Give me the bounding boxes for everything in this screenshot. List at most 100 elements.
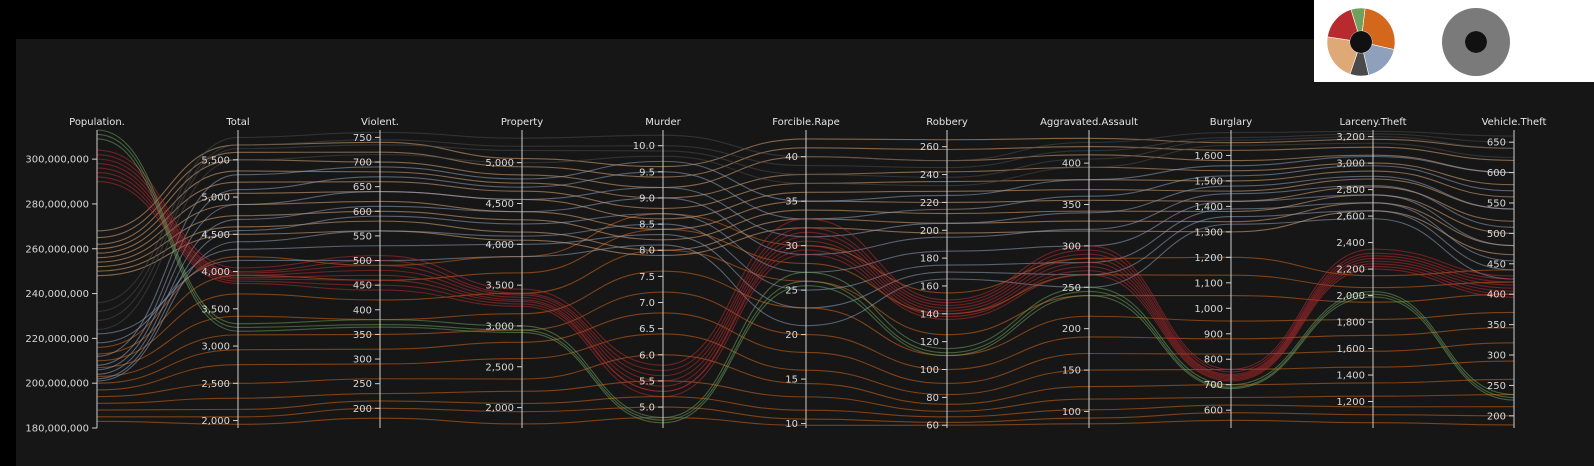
tick-label: 25 [785, 286, 798, 297]
axis-9[interactable]: Larceny.Theft 1,200 1,400 1,600 1,800 2,000 2,… [1336, 117, 1407, 428]
series-line-27[interactable] [96, 165, 1515, 366]
selection-donut[interactable] [1442, 7, 1510, 76]
tick-label: 4,000 [201, 267, 230, 278]
series-line-24[interactable] [96, 136, 1515, 322]
legend-donuts[interactable] [1314, 0, 1594, 82]
series-line-13[interactable] [96, 146, 1515, 239]
tick-label: 40 [785, 152, 798, 163]
tick-label: 1,400 [1336, 371, 1365, 382]
series-line-25[interactable] [96, 142, 1515, 330]
axis-4[interactable]: Murder 5.0 5.5 6.0 6.5 7.0 7.5 8.0 8.5 9.0 9.5 10.0 [633, 117, 682, 428]
tick-label: 180 [920, 254, 939, 265]
tick-label: 1,800 [1336, 318, 1365, 329]
tick-label: 30 [785, 241, 798, 252]
tick-label: 600 [1487, 168, 1506, 179]
series-line-10[interactable] [96, 228, 1515, 355]
series-line-29[interactable] [96, 185, 1515, 375]
tick-label: 500 [353, 256, 372, 267]
selection-ring[interactable] [1442, 7, 1510, 76]
axis-6[interactable]: Robbery 60 80 100 120 140 160 180 200 220 240 260 [920, 117, 968, 432]
tick-label: 1,100 [1194, 278, 1223, 289]
axis-5[interactable]: Forcible.Rape 10 15 20 25 30 35 40 [772, 117, 840, 430]
series-line-17[interactable] [96, 178, 1515, 259]
tick-label: 2,000 [201, 416, 230, 427]
tick-label: 1,200 [1336, 397, 1365, 408]
tick-label: 6.0 [639, 350, 655, 361]
tick-label: 100 [1062, 407, 1081, 418]
tick-label: 900 [1204, 329, 1223, 340]
tick-label: 400 [1487, 290, 1506, 301]
tick-label: 1,400 [1194, 202, 1223, 213]
tick-label: 15 [785, 375, 798, 386]
tick-label: 300 [1062, 241, 1081, 252]
axis-0[interactable]: Population. 180,000,000 200,000,000 220,000… [25, 117, 124, 435]
axes-layer[interactable]: Population. 180,000,000 200,000,000 220,000… [25, 117, 1546, 435]
series-line-26[interactable] [96, 155, 1515, 357]
donut-hole [1350, 31, 1372, 53]
tick-label: 5,500 [201, 155, 230, 166]
axis-title[interactable]: Murder [645, 117, 681, 128]
axis-8[interactable]: Burglary 600 700 800 900 1,000 1,100 1,200 1,300… [1194, 117, 1252, 428]
series-line-28[interactable] [96, 175, 1515, 371]
tick-label: 350 [353, 330, 372, 341]
tick-label: 2,500 [485, 362, 514, 373]
donut-hole [1465, 31, 1487, 53]
series-line-22[interactable] [96, 130, 1515, 304]
axis-2[interactable]: Violent. 200 250 300 350 400 450 500 550 600 650 70… [353, 117, 399, 428]
axis-title[interactable]: Total [225, 117, 249, 128]
tick-label: 250 [1062, 283, 1081, 294]
axis-7[interactable]: Aggravated.Assault 100 150 200 250 300 350 400 [1040, 117, 1138, 428]
series-line-30[interactable] [96, 194, 1515, 380]
tick-label: 300,000,000 [25, 155, 89, 166]
tick-label: 1,300 [1194, 227, 1223, 238]
tick-label: 80 [926, 393, 939, 404]
tick-label: 250 [353, 379, 372, 390]
tick-label: 260 [920, 142, 939, 153]
tick-label: 5,000 [201, 193, 230, 204]
group-donut[interactable] [1326, 7, 1396, 77]
tick-label: 220,000,000 [25, 334, 89, 345]
axis-title[interactable]: Vehicle.Theft [1482, 117, 1547, 128]
tick-label: 250 [1487, 381, 1506, 392]
tick-label: 2,500 [201, 379, 230, 390]
tick-label: 100 [920, 365, 939, 376]
tick-label: 400 [1062, 159, 1081, 170]
axis-title[interactable]: Burglary [1210, 117, 1252, 128]
tick-label: 60 [926, 421, 939, 432]
tick-label: 3,500 [485, 281, 514, 292]
series-line-12[interactable] [96, 137, 1515, 232]
series-line-23[interactable] [96, 133, 1515, 313]
tick-label: 220 [920, 198, 939, 209]
axis-title[interactable]: Violent. [361, 117, 399, 128]
axis-title[interactable]: Population. [69, 117, 125, 128]
tick-label: 350 [1487, 320, 1506, 331]
tick-label: 300 [1487, 351, 1506, 362]
tick-label: 600 [1204, 406, 1223, 417]
axis-1[interactable]: Total 2,000 2,500 3,000 3,500 4,000 4,500 5,000… [201, 117, 250, 428]
series-line-9[interactable] [96, 249, 1515, 362]
tick-label: 1,500 [1194, 176, 1223, 187]
axis-title[interactable]: Robbery [926, 117, 968, 128]
axis-title[interactable]: Forcible.Rape [772, 117, 840, 128]
series-line-31[interactable] [96, 202, 1515, 382]
axis-title[interactable]: Aggravated.Assault [1040, 117, 1138, 128]
series-line-14[interactable] [96, 154, 1515, 245]
axis-title[interactable]: Property [501, 117, 543, 128]
tick-label: 550 [1487, 198, 1506, 209]
tick-label: 7.5 [639, 272, 655, 283]
axis-title[interactable]: Larceny.Theft [1339, 117, 1406, 128]
tick-label: 700 [353, 158, 372, 169]
series-line-3[interactable] [96, 380, 1515, 412]
tick-label: 20 [785, 330, 798, 341]
tick-label: 160 [920, 281, 939, 292]
axis-3[interactable]: Property 2,000 2,500 3,000 3,500 4,000 4,500 5,… [485, 117, 543, 428]
axis-10[interactable]: Vehicle.Theft 200 250 300 350 400 450 500 550 600… [1482, 117, 1547, 428]
donut-charts[interactable] [1314, 0, 1594, 82]
tick-label: 150 [1062, 366, 1081, 377]
series-line-18[interactable] [96, 186, 1515, 263]
tick-label: 9.0 [639, 193, 655, 204]
tick-label: 10 [785, 419, 798, 430]
tick-label: 2,600 [1336, 212, 1365, 223]
tick-label: 260,000,000 [25, 244, 89, 255]
